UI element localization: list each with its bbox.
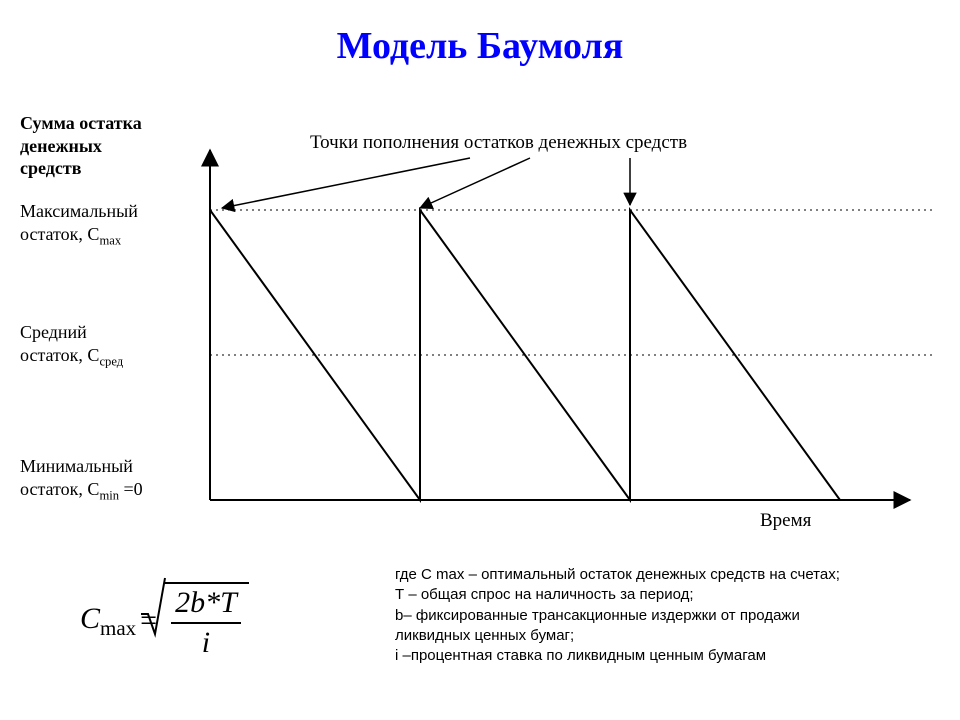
legend-l3: b– фиксированные трансакционные издержки…: [395, 606, 935, 626]
formula-C-letter: C: [80, 602, 100, 635]
formula-sqrt: 2b*T i: [161, 582, 249, 660]
annot-arrow-1: [222, 158, 470, 208]
radical-icon: [141, 576, 167, 640]
formula-C: Cmax: [80, 602, 136, 641]
legend-block: где C max – оптимальный остаток денежных…: [395, 565, 935, 666]
formula-cmax: Cmax = 2b*T i: [80, 582, 249, 660]
formula-den: i: [171, 624, 241, 660]
legend-l5: i –процентная ставка по ликвидным ценным…: [395, 646, 935, 666]
formula-C-sub: max: [100, 616, 136, 640]
formula-num: 2b*T: [171, 586, 241, 624]
legend-l2: Т – общая спрос на наличность за период;: [395, 585, 935, 605]
legend-l1: где C max – оптимальный остаток денежных…: [395, 565, 935, 585]
legend-l4: ликвидных ценных бумаг;: [395, 626, 935, 646]
